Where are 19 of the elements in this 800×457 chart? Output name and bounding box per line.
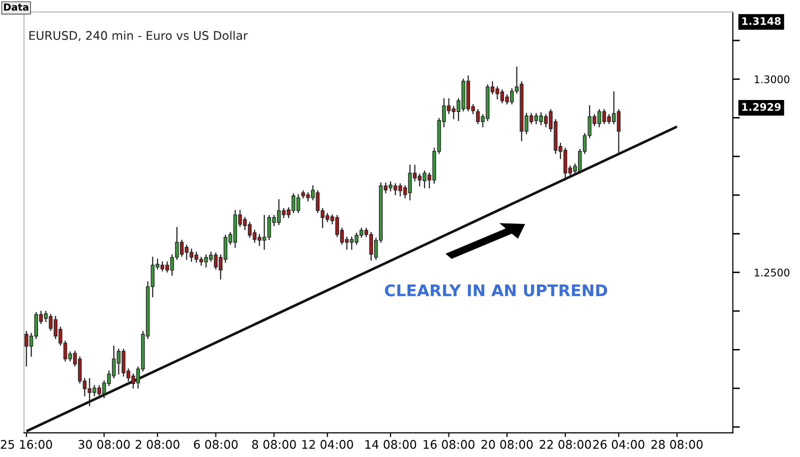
text: Data [4, 4, 28, 11]
x-tick-label: 20 08:00 [482, 440, 533, 449]
y-tick-label: 1.2500 [754, 268, 790, 276]
x-tick-label: 14 08:00 [365, 440, 416, 449]
text: 1.3148 [742, 17, 781, 26]
x-tick-label: 6 08:00 [194, 440, 238, 449]
x-tick-label: 2 08:00 [136, 440, 180, 449]
x-tick-label: 28 08:00 [651, 440, 703, 449]
x-tick-label: 8 08:00 [252, 440, 296, 449]
x-tick-label: 16 08:00 [424, 440, 474, 449]
annotation: CLEARLY IN AN UPTREND [384, 284, 608, 296]
x-tick-label: 30 08:00 [78, 440, 130, 449]
text: 1.2929 [742, 102, 781, 111]
x-tick-label: 22 08:00 [540, 440, 591, 449]
x-tick-label: 26 04:00 [593, 440, 644, 449]
text: EURUSD, 240 min - Euro vs US Dollar [29, 30, 248, 42]
x-tick-label: 12 04:00 [302, 440, 354, 449]
x-tick-label: 25 16:00 [0, 440, 52, 449]
y-tick-label: 1.3000 [754, 75, 790, 84]
